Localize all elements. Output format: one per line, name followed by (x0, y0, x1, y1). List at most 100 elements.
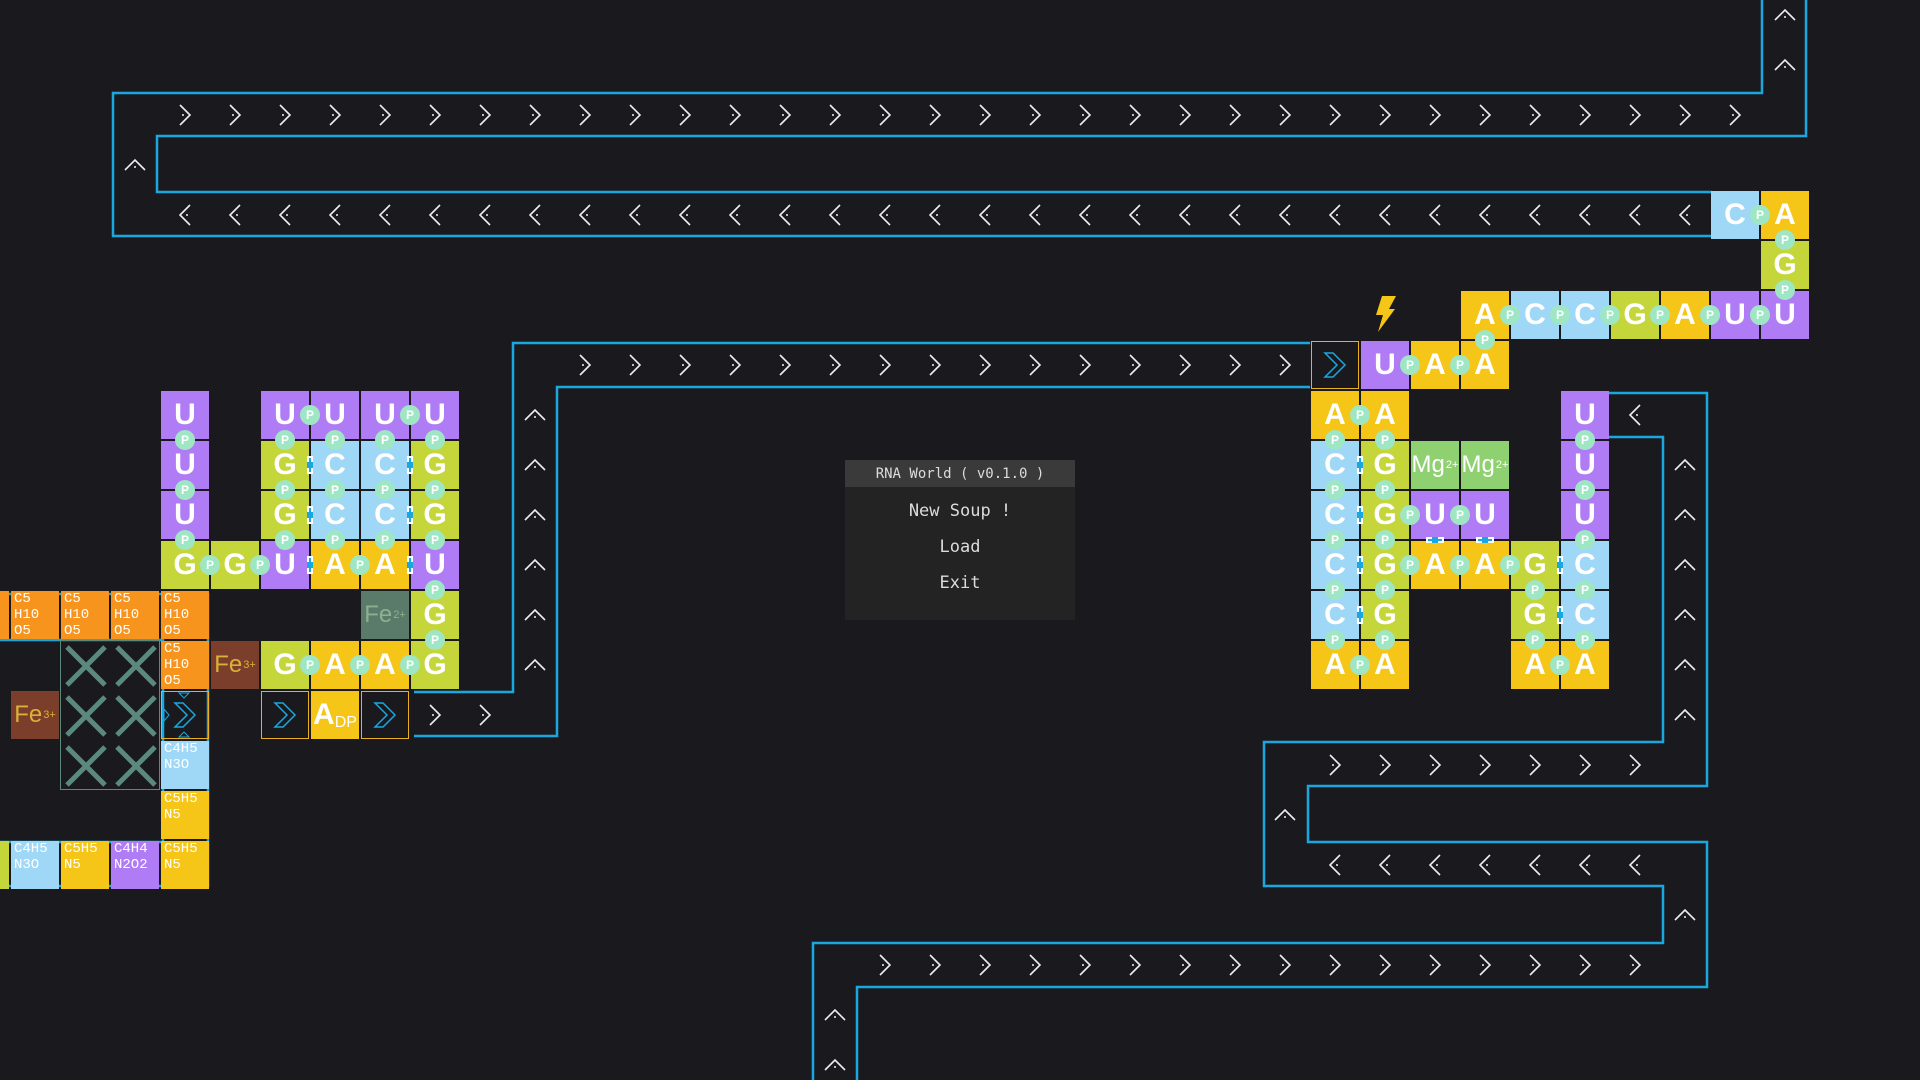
conveyor-right-arrow-icon (929, 954, 942, 976)
conveyor-right-arrow-icon (929, 354, 942, 376)
conveyor-right-arrow-icon (479, 704, 492, 726)
double-chevron-icon (273, 702, 297, 728)
nucleotide-G[interactable]: G (261, 441, 309, 489)
conveyor-right-arrow-icon (1429, 104, 1442, 126)
conveyor-left-arrow-icon (1178, 204, 1191, 226)
adp-molecule[interactable]: A DP (311, 691, 359, 739)
phosphate-link: P (1325, 430, 1345, 450)
channel-wall (811, 435, 1665, 1080)
phosphate-link: P (1450, 555, 1470, 575)
molecule[interactable]: C5 H10 O5 (111, 591, 159, 639)
conveyor-left-arrow-icon (478, 204, 491, 226)
ion-mg[interactable]: Mg 2+ (1461, 441, 1509, 489)
blocker-grid (60, 640, 160, 790)
conveyor-left-arrow-icon (1378, 854, 1391, 876)
molecule[interactable]: C4H4 N2O2 (111, 841, 159, 889)
ion-fe[interactable]: Fe 2+ (361, 591, 409, 639)
exit-button[interactable]: Exit (939, 573, 981, 593)
molecule[interactable]: C4H5 N3O (161, 741, 209, 789)
conveyor-right-arrow-icon (1179, 954, 1192, 976)
base-pair-bond (1476, 537, 1494, 543)
new-soup-button[interactable]: New Soup ! (908, 501, 1012, 521)
conveyor-right-arrow-icon (1579, 954, 1592, 976)
phosphate-link: P (1350, 405, 1370, 425)
conveyor-left-arrow-icon (1478, 854, 1491, 876)
nucleotide-A[interactable]: A (1461, 541, 1509, 589)
molecule[interactable]: C4H5 N3O (11, 841, 59, 889)
phosphate-link: P (1375, 630, 1395, 650)
conveyor-left-arrow-icon (1678, 204, 1691, 226)
ion-charge: 2+ (393, 609, 406, 621)
phosphate-link: P (1750, 305, 1770, 325)
phosphate-link: P (1325, 530, 1345, 550)
phosphate-link: P (1325, 480, 1345, 500)
base-pair-bond (407, 556, 413, 574)
phosphate-link: P (1475, 330, 1495, 350)
conveyor-left-arrow-icon (1478, 204, 1491, 226)
load-button[interactable]: Load (939, 537, 981, 557)
phosphate-link: P (400, 655, 420, 675)
conveyor-right-arrow-icon (1529, 104, 1542, 126)
conveyor-right-arrow-icon (1229, 954, 1242, 976)
base-pair-bond (407, 456, 413, 474)
base-pair-bond (1426, 537, 1444, 543)
molecule[interactable]: C5H5 N5 (161, 791, 209, 839)
conveyor-right-arrow-icon (1379, 104, 1392, 126)
conveyor-right-arrow-icon (929, 104, 942, 126)
conveyor-up-arrow-icon (524, 608, 546, 621)
conveyor-right-arrow-icon (1279, 954, 1292, 976)
phosphate-link: P (1375, 580, 1395, 600)
conveyor-right-arrow-icon (1479, 954, 1492, 976)
phosphate-link: P (425, 480, 445, 500)
chevron-machine[interactable] (261, 691, 309, 739)
conveyor-up-arrow-icon (1674, 658, 1696, 671)
conveyor-right-arrow-icon (1329, 954, 1342, 976)
phosphate-link: P (400, 405, 420, 425)
molecule-partial[interactable] (0, 841, 9, 889)
conveyor-up-arrow-icon (1774, 8, 1796, 21)
conveyor-right-arrow-icon (1579, 754, 1592, 776)
nucleotide-G[interactable]: G (1361, 541, 1409, 589)
conveyor-right-arrow-icon (729, 354, 742, 376)
phosphate-link: P (1575, 530, 1595, 550)
phosphate-link: P (1450, 505, 1470, 525)
x-icon (115, 695, 157, 737)
phosphate-link: P (275, 430, 295, 450)
conveyor-up-arrow-icon (1774, 58, 1796, 71)
conveyor-left-arrow-icon (578, 204, 591, 226)
channel-wall (111, 0, 1764, 238)
conveyor-right-arrow-icon (579, 354, 592, 376)
chevron-machine[interactable] (161, 691, 209, 739)
double-chevron-icon (163, 692, 197, 738)
chevron-machine[interactable] (361, 691, 409, 739)
ion-mg[interactable]: Mg 2+ (1411, 441, 1459, 489)
molecule[interactable]: C5 H10 O5 (11, 591, 59, 639)
phosphate-link: P (350, 655, 370, 675)
molecule[interactable]: C5 H10 O5 (161, 641, 209, 689)
nucleotide-U[interactable]: U (311, 391, 359, 439)
conveyor-up-arrow-icon (824, 1008, 846, 1021)
base-pair-bond (407, 506, 413, 524)
channel-wall (414, 385, 1310, 738)
ion-fe[interactable]: Fe 3+ (211, 641, 259, 689)
conveyor-left-arrow-icon (928, 204, 941, 226)
conveyor-right-arrow-icon (529, 104, 542, 126)
molecule-partial[interactable] (0, 591, 9, 639)
phosphate-link: P (1350, 655, 1370, 675)
ion-fe[interactable]: Fe 3+ (11, 691, 59, 739)
conveyor-right-arrow-icon (979, 354, 992, 376)
conveyor-right-arrow-icon (1279, 104, 1292, 126)
phosphate-link: P (425, 630, 445, 650)
molecule[interactable]: C5 H10 O5 (161, 591, 209, 639)
conveyor-right-arrow-icon (1429, 954, 1442, 976)
molecule[interactable]: C5H5 N5 (61, 841, 109, 889)
molecule[interactable]: C5H5 N5 (161, 841, 209, 889)
chevron-machine[interactable] (1311, 341, 1359, 389)
phosphate-link: P (200, 555, 220, 575)
nucleotide-G[interactable]: G (411, 641, 459, 689)
molecule[interactable]: C5 H10 O5 (61, 591, 109, 639)
phosphate-link: P (175, 480, 195, 500)
conveyor-right-arrow-icon (1129, 954, 1142, 976)
